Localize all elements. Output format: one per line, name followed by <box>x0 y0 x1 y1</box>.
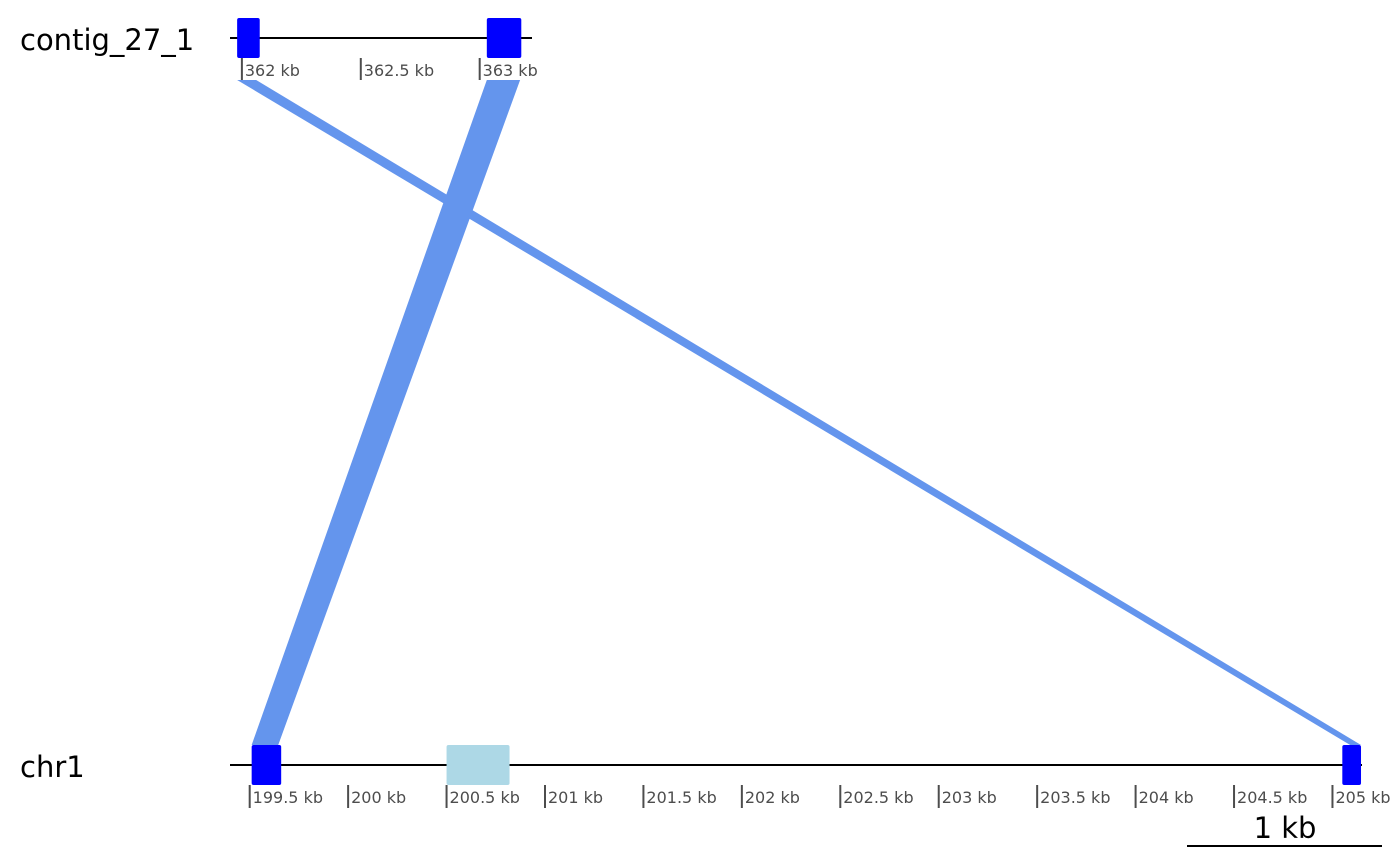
ticks-chr1: 199.5 kb 200 kb 200.5 kb 201 kb 201.5 kb 202 … <box>248 785 1391 808</box>
track-chr1: chr1 199.5 kb 200 kb 200.5 kb 201 kb 201.5 k… <box>20 745 1391 808</box>
genes-contig-27-1 <box>237 18 522 58</box>
track-label-contig-27-1: contig_27_1 <box>20 23 194 57</box>
tick-label: 204 kb <box>1139 788 1194 807</box>
tick-label: 204.5 kb <box>1237 788 1307 807</box>
feature-block-1 <box>446 745 510 785</box>
synteny-link-0 <box>237 80 1362 745</box>
tick-label: 201 kb <box>548 788 603 807</box>
scale-bar: 1 kb <box>1187 811 1382 847</box>
gene-block-1 <box>486 18 522 58</box>
tick-label: 203.5 kb <box>1040 788 1110 807</box>
ticks-contig-27-1: 362 kb 362.5 kb 363 kb <box>240 58 538 80</box>
synteny-link-1 <box>251 80 521 745</box>
track-contig-27-1: contig_27_1 362 kb 362.5 kb 363 kb <box>20 18 538 80</box>
tick-label: 203 kb <box>942 788 997 807</box>
gene-block-2 <box>1342 745 1362 785</box>
tick-label: 199.5 kb <box>253 788 323 807</box>
genes-chr1 <box>251 745 1362 785</box>
tick-label: 202 kb <box>745 788 800 807</box>
gene-block-0 <box>251 745 282 785</box>
tick-label: 363 kb <box>483 61 538 80</box>
tick-label: 362 kb <box>245 61 300 80</box>
tick-label: 205 kb <box>1335 788 1390 807</box>
tick-label: 200 kb <box>351 788 406 807</box>
scale-bar-label: 1 kb <box>1254 811 1317 845</box>
links-layer <box>237 80 1362 745</box>
tick-label: 201.5 kb <box>646 788 716 807</box>
tick-label: 200.5 kb <box>450 788 520 807</box>
tick-label: 362.5 kb <box>364 61 434 80</box>
tick-label: 202.5 kb <box>843 788 913 807</box>
gene-block-0 <box>237 18 260 58</box>
track-label-chr1: chr1 <box>20 750 85 784</box>
